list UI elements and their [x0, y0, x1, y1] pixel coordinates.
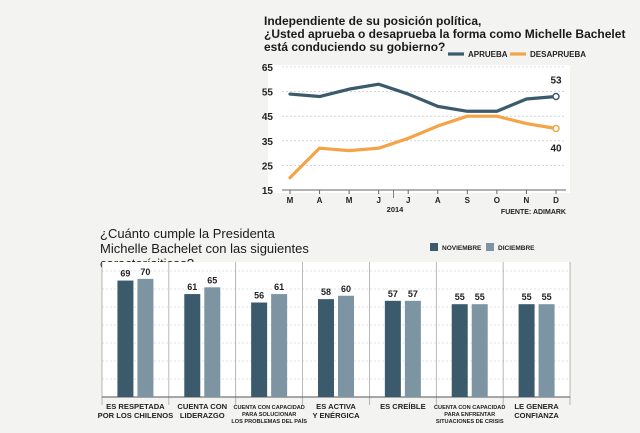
- bar-value-label: 55: [455, 292, 465, 302]
- bar-chart-background: [102, 262, 570, 397]
- line-chart-background: [268, 65, 570, 193]
- category-label: CUENTA CON CAPACIDAD: [233, 405, 304, 411]
- bar-noviembre: [251, 302, 268, 397]
- bar-value-label: 65: [207, 275, 217, 285]
- x-tick-label: S: [465, 196, 471, 205]
- line-chart-title-line: ¿Usted aprueba o desaprueba la forma com…: [264, 27, 626, 41]
- bar-chart-title-line: ¿Cuánto cumple la Presidenta: [100, 226, 275, 241]
- year-label: 2014: [387, 205, 405, 214]
- bar-diciembre: [271, 294, 288, 397]
- bar-value-label: 70: [140, 267, 150, 277]
- legend-label: NOVIEMBRE: [442, 245, 482, 252]
- x-tick-label: N: [524, 196, 530, 205]
- y-tick-label: 55: [262, 88, 274, 99]
- end-value-label: 53: [550, 76, 562, 87]
- bar-diciembre: [471, 304, 488, 397]
- end-value-label: 40: [550, 144, 562, 155]
- bar-diciembre: [137, 278, 154, 397]
- category-label: LE GENERA: [514, 402, 559, 411]
- x-tick-label: M: [287, 196, 294, 205]
- category-label: ES ACTIVA: [316, 402, 356, 411]
- x-tick-label: A: [317, 196, 323, 205]
- bar-noviembre: [518, 304, 535, 397]
- category-label: CONFIANZA: [514, 411, 559, 420]
- bar-diciembre: [538, 304, 555, 397]
- y-tick-label: 15: [262, 186, 274, 197]
- legend-label: DICIEMBRE: [498, 245, 535, 252]
- aprueba-line: [288, 82, 558, 113]
- bar-value-label: 57: [408, 289, 418, 299]
- bar-value-label: 60: [341, 284, 351, 294]
- end-point-marker: [552, 124, 560, 133]
- end-point-marker: [552, 92, 560, 101]
- legend-label: APRUEBA: [468, 50, 508, 59]
- category-label: Y ENÉRGICA: [312, 411, 360, 420]
- line-chart-title: Independiente de su posición política, ¿…: [264, 15, 640, 54]
- bar-noviembre: [451, 304, 468, 397]
- x-tick-label: J: [376, 196, 380, 205]
- line-chart-title-line: Independiente de su posición política,: [264, 14, 482, 28]
- bar-value-label: 58: [321, 287, 331, 297]
- category-label: POR LOS CHILENOS: [98, 411, 174, 420]
- bar-diciembre: [404, 300, 421, 397]
- category-label: SITUACIONES DE CRISIS: [436, 419, 504, 425]
- source-label: FUENTE: ADIMARK: [501, 209, 566, 216]
- line-chart-title-line: está conduciendo su gobierno?: [264, 40, 446, 54]
- legend-label: DESAPRUEBA: [530, 50, 586, 59]
- bar-noviembre: [318, 299, 334, 397]
- bar-diciembre: [204, 287, 221, 397]
- bar-noviembre: [384, 300, 401, 397]
- y-tick-label: 45: [262, 112, 274, 123]
- category-label: CUENTA CON: [177, 402, 227, 411]
- y-tick-label: 65: [262, 63, 274, 74]
- category-label: PARA ENFRENTAR: [444, 412, 495, 418]
- category-label: ES RESPETADA: [106, 402, 165, 411]
- x-tick-label: J: [406, 196, 410, 205]
- desaprueba-line: [288, 114, 558, 180]
- bar-value-label: 61: [187, 282, 197, 292]
- bar-diciembre: [338, 295, 354, 397]
- bar-value-label: 57: [388, 289, 398, 299]
- bar-noviembre: [117, 280, 134, 397]
- y-tick-label: 35: [262, 137, 274, 148]
- category-label: LIDERAZGO: [180, 411, 225, 420]
- category-label: ES CREÍBLE: [380, 402, 426, 411]
- bar-value-label: 55: [522, 292, 532, 302]
- legend-swatch: [486, 243, 494, 251]
- x-tick-label: O: [494, 196, 500, 205]
- category-label: PARA SOLUCIONAR: [242, 412, 296, 418]
- bar-noviembre: [184, 294, 201, 397]
- legend-swatch: [430, 243, 438, 251]
- bar-value-label: 61: [274, 282, 284, 292]
- y-tick-label: 25: [262, 161, 274, 172]
- category-label: LOS PROBLEMAS DEL PAÍS: [231, 417, 307, 425]
- x-tick-label: A: [435, 196, 441, 205]
- bar-value-label: 55: [542, 292, 552, 302]
- bar-value-label: 69: [120, 269, 130, 279]
- x-tick-label: M: [346, 196, 353, 205]
- bar-value-label: 55: [475, 292, 485, 302]
- x-tick-label: D: [553, 196, 559, 205]
- bar-value-label: 56: [254, 291, 264, 301]
- category-label: CUENTA CON CAPACIDAD: [434, 405, 505, 411]
